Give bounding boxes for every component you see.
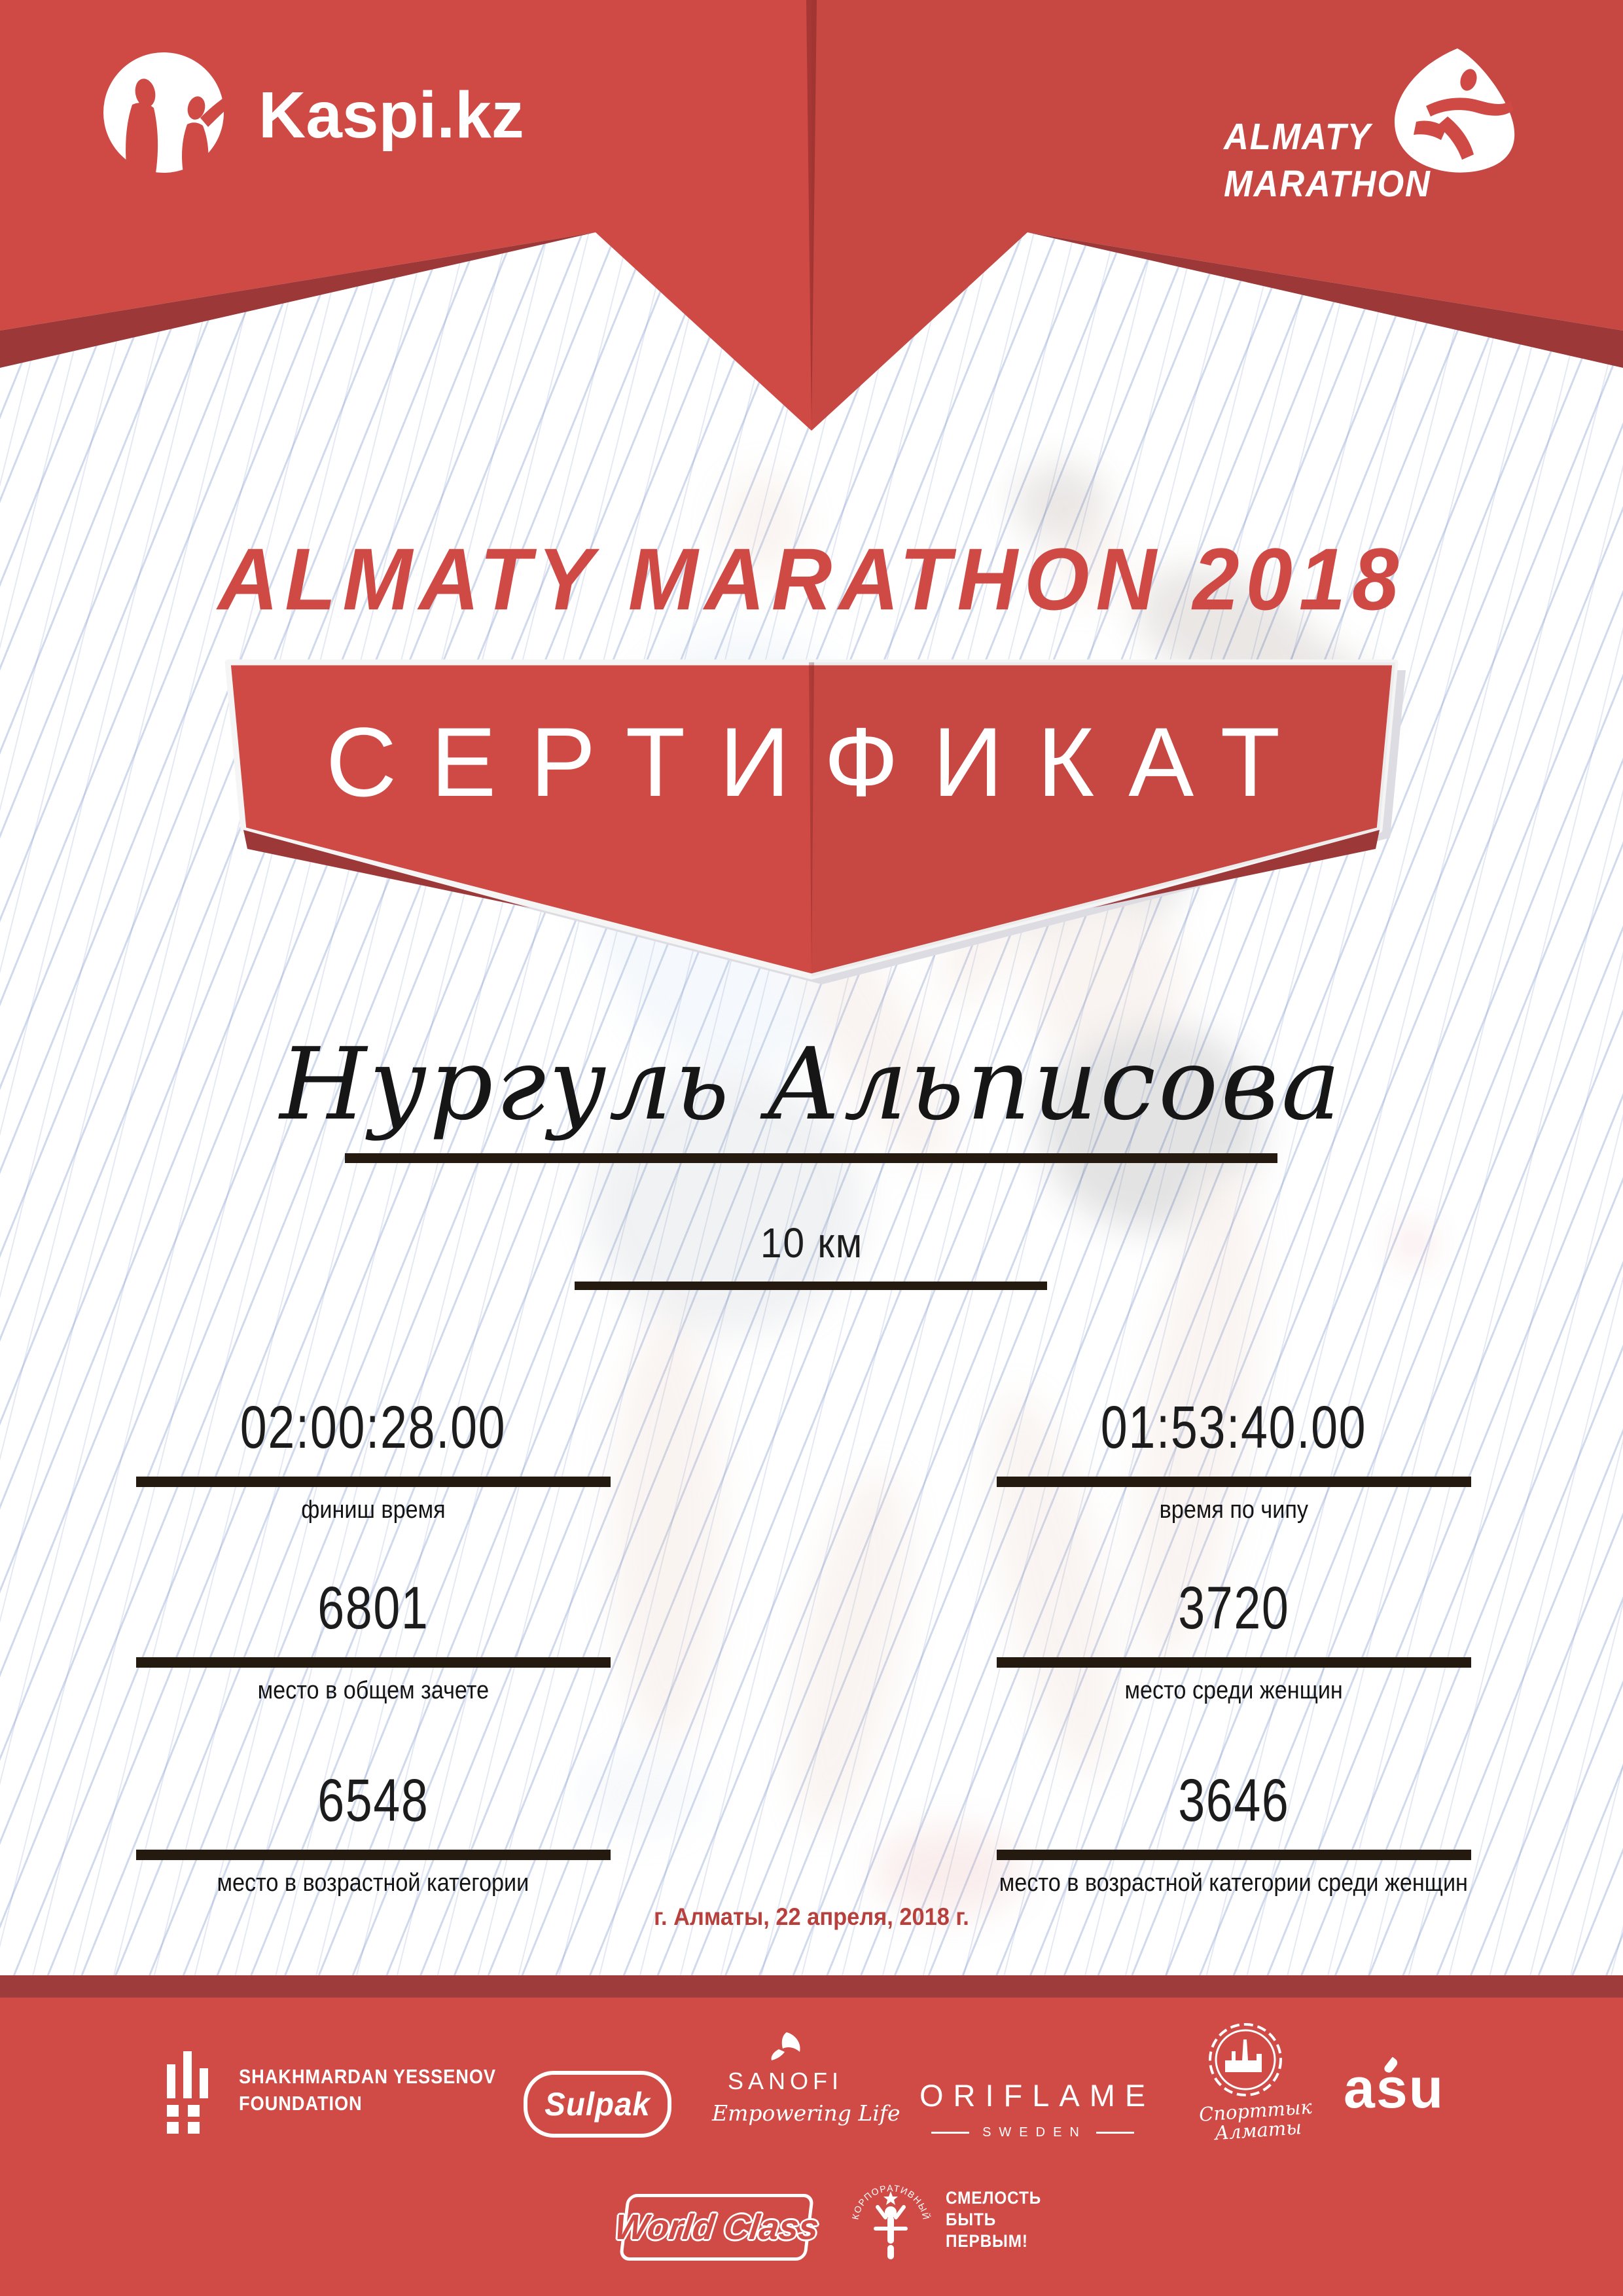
certificate-label: СЕРТИФИКАТ (325, 707, 1315, 817)
stat-chip-time: 01:53:40.00 время по чипу (972, 1393, 1495, 1524)
kaspi-logo-text: Kaspi.kz (259, 79, 524, 152)
fund-slogan-line1: СМЕЛОСТЬ (946, 2188, 1042, 2208)
stat-value: 3646 (1177, 1767, 1290, 1834)
sponsor-asu: asu (1344, 2056, 1444, 2121)
fund-slogan-line3: ПЕРВЫМ! (946, 2231, 1028, 2251)
worldclass-logo-text: World Class (612, 2208, 821, 2247)
sporttyk-line2: Алматы (1213, 2116, 1302, 2145)
stat-overall-place: 6801 место в общем зачете (111, 1573, 635, 1705)
yessenov-line1: SHAKHMARDAN YESSENOV (239, 2065, 497, 2088)
runner-badge-icon (1394, 48, 1515, 173)
footer-band (0, 1998, 1623, 2296)
oriflame-rule-right (1096, 2132, 1134, 2134)
fund-slogan-line2: БЫТЬ (946, 2210, 997, 2229)
sponsor-sulpak: Sulpak (524, 2071, 671, 2138)
sponsor-oriflame: ORIFLAME SWEDEN (915, 2077, 1150, 2140)
almaty-marathon-logo-line1: ALMATY (1224, 116, 1372, 158)
certificate-ribbon (224, 659, 1406, 984)
oriflame-sub-text: SWEDEN (982, 2125, 1087, 2140)
distance-value: 10 км (760, 1219, 863, 1266)
page-title: ALMATY MARATHON 2018 (217, 530, 1406, 629)
stat-label: время по чипу (1159, 1496, 1308, 1524)
stat-underline (996, 1477, 1471, 1487)
stat-value: 02:00:28.00 (240, 1394, 507, 1461)
sanofi-bird-icon (771, 2032, 800, 2060)
header-banner (0, 0, 1623, 431)
oriflame-logo-text: ORIFLAME (919, 2078, 1156, 2113)
almaty-marathon-logo: ALMATY MARATHON (1217, 46, 1531, 223)
oriflame-rule-left (931, 2132, 970, 2134)
sponsor-sporttyk-almaty: Спорттык Алматы (1198, 2021, 1313, 2145)
kaspi-figures-icon (126, 79, 230, 173)
stat-value: 6548 (317, 1767, 429, 1834)
yessenov-line2: FOUNDATION (239, 2092, 363, 2115)
kaspi-logo: Kaspi.kz (103, 52, 524, 173)
sanofi-tagline: Empowering Life (712, 2100, 901, 2126)
stat-value: 3720 (1177, 1575, 1290, 1641)
stat-label: место в возрастной категории (217, 1869, 529, 1897)
stat-label: место в возрастной категории среди женщи… (999, 1869, 1469, 1897)
sponsor-sanofi: SANOFI Empowering Life (712, 2032, 901, 2126)
date-location: г. Алматы, 22 апреля, 2018 г. (654, 1903, 969, 1930)
stat-underline (135, 1850, 611, 1860)
stat-underline (135, 1477, 611, 1487)
name-underline (345, 1153, 1277, 1163)
sponsor-yessenov-foundation: SHAKHMARDAN YESSENOV FOUNDATION (167, 2047, 531, 2135)
footer-shadow-strip (0, 1975, 1623, 1998)
sponsor-corporate-fund: КОРПОРАТИВНЫЙ ФОНД СМЕЛОСТЬ БЫТЬ ПЕРВЫМ! (847, 2172, 1052, 2263)
stat-label: место среди женщин (1124, 1677, 1343, 1704)
sporttyk-emblem-icon (1209, 2023, 1282, 2096)
participant-name: Нургуль Альписова (279, 1026, 1344, 1142)
almaty-marathon-logo-line2: MARATHON (1224, 163, 1431, 205)
sulpak-logo-text: Sulpak (544, 2086, 651, 2123)
stat-age-category-women-place: 3646 место в возрастной категории среди … (972, 1766, 1495, 1897)
stat-underline (996, 1657, 1471, 1668)
stat-age-category-place: 6548 место в возрастной категории (111, 1766, 635, 1897)
yessenov-bars-icon (167, 2051, 208, 2134)
sanofi-logo-text: SANOFI (727, 2068, 843, 2094)
stat-underline (996, 1850, 1471, 1860)
distance-underline (575, 1282, 1047, 1290)
stat-label: финиш время (300, 1496, 446, 1524)
sponsor-world-class: World Class (613, 2194, 821, 2261)
stat-women-place: 3720 место среди женщин (972, 1573, 1495, 1705)
stat-underline (135, 1657, 611, 1668)
stat-value: 6801 (317, 1575, 429, 1641)
stat-value: 01:53:40.00 (1100, 1394, 1367, 1461)
corporate-fund-emblem-icon: КОРПОРАТИВНЫЙ ФОНД (847, 2172, 931, 2259)
stat-finish-time: 02:00:28.00 финиш время (111, 1393, 635, 1524)
stat-label: место в общем зачете (257, 1677, 489, 1704)
